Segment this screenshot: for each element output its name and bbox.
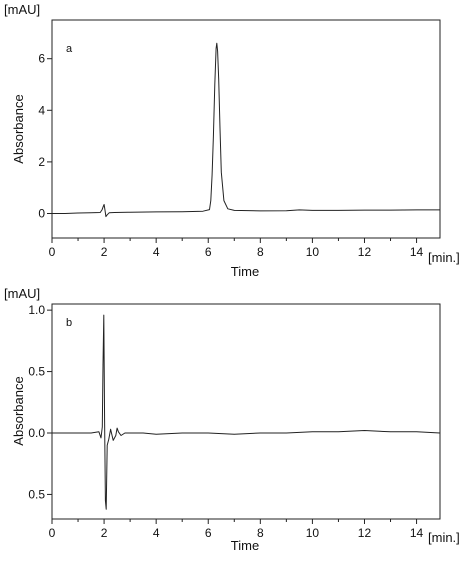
panel-b-x-ticks: 0 2 4 6 8 10 12 14 bbox=[49, 519, 424, 540]
panel-b-x-tick-label: 8 bbox=[257, 526, 264, 540]
panel-a-y-axis-title: Absorbance bbox=[11, 94, 26, 163]
panel-a-x-tick-label: 2 bbox=[101, 245, 108, 259]
panel-b-label: b bbox=[66, 317, 72, 329]
panel-a-x-ticks: 0 2 4 6 8 10 12 14 bbox=[49, 238, 424, 259]
panel-b-y-tick-label: 1.0 bbox=[28, 303, 45, 317]
panel-a-y-tick-label: 0 bbox=[38, 206, 45, 220]
panel-b-x-unit: [min.] bbox=[428, 530, 460, 545]
panel-b-x-tick-label: 4 bbox=[153, 526, 160, 540]
panel-b-y-tick-label: 0.5 bbox=[28, 487, 45, 501]
panel-a-x-unit: [min.] bbox=[428, 250, 460, 265]
panel-b-frame bbox=[51, 303, 441, 520]
panel-b-x-tick-label: 10 bbox=[306, 526, 320, 540]
panel-a-x-tick-label: 8 bbox=[257, 245, 264, 259]
panel-b-y-unit: [mAU] bbox=[4, 286, 40, 301]
panel-a-label: a bbox=[66, 43, 73, 55]
panel-b-y-tick-label: 0.0 bbox=[28, 426, 45, 440]
panel-a-trace bbox=[52, 42, 440, 218]
panel-b: [mAU] b 0 2 4 6 8 10 12 14 1.00.50.00.5 [min.] … bbox=[4, 286, 460, 553]
panel-a-x-tick-label: 4 bbox=[153, 245, 160, 259]
panel-b-y-tick-label: 0.5 bbox=[28, 365, 45, 379]
panel-b-x-axis-title: Time bbox=[231, 538, 259, 553]
panel-b-x-tick-label: 0 bbox=[49, 526, 56, 540]
panel-a-y-tick-label: 2 bbox=[38, 155, 45, 169]
panel-b-x-tick-label: 12 bbox=[358, 526, 372, 540]
panel-a-y-tick-label: 4 bbox=[38, 103, 45, 117]
panel-b-x-tick-label: 6 bbox=[205, 526, 212, 540]
panel-a-frame bbox=[51, 19, 441, 239]
panel-a-x-tick-label: 6 bbox=[205, 245, 212, 259]
panel-b-trace bbox=[52, 314, 441, 510]
panel-a-x-axis-title: Time bbox=[231, 264, 259, 279]
panel-a-y-tick-label: 6 bbox=[38, 52, 45, 66]
panel-a-x-tick-label: 12 bbox=[358, 245, 372, 259]
panel-b-y-ticks: 1.0 0.5 0.0 0.5 bbox=[28, 303, 52, 501]
panel-a-x-tick-label: 10 bbox=[306, 245, 320, 259]
panel-b-x-tick-label: 2 bbox=[101, 526, 108, 540]
panel-b-y-axis-title: Absorbance bbox=[11, 376, 26, 445]
panel-a-x-tick-label: 14 bbox=[410, 245, 424, 259]
panel-a-y-unit: [mAU] bbox=[4, 2, 40, 17]
panel-a-x-tick-label: 0 bbox=[49, 245, 56, 259]
panel-a: [mAU] a 0 2 4 6 8 10 12 14 0 2 4 6 [min.] Time Abs… bbox=[4, 2, 460, 279]
panel-a-y-ticks: 0 2 4 6 bbox=[38, 52, 52, 220]
panel-b-x-tick-label: 14 bbox=[410, 526, 424, 540]
